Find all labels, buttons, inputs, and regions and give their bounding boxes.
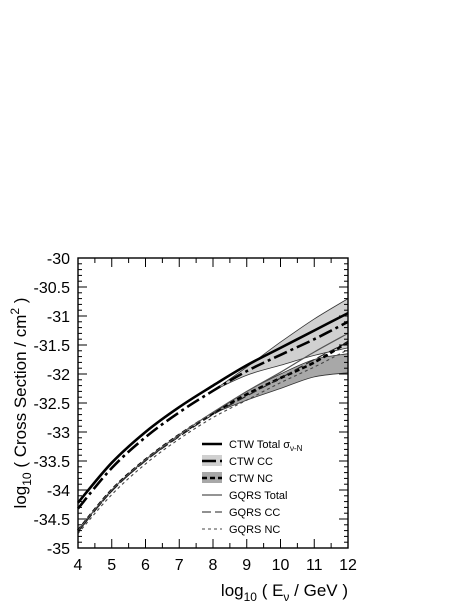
x-tick-label: 10 (272, 557, 290, 574)
y-tick-label: -30 (47, 251, 70, 268)
legend-item-gqrs-nc: GQRS NC (202, 524, 280, 536)
legend-label: GQRS CC (229, 507, 280, 519)
x-tick-label: 9 (242, 557, 251, 574)
y-tick-label: -31.5 (34, 338, 71, 355)
y-tick-label: -32.5 (34, 396, 71, 413)
x-tick-label: 5 (107, 557, 116, 574)
legend-item-ctw-nc: CTW NC (202, 472, 273, 485)
legend-label: CTW Total σν-N (229, 439, 303, 453)
legend-item-ctw-cc: CTW CC (202, 455, 273, 468)
y-tick-labels: -30 -30.5 -31 -31.5 -32 -32.5 -33 -33.5 -34 -34.5… (34, 251, 71, 558)
x-tick-labels: 4 5 6 7 8 9 10 11 12 (74, 557, 357, 574)
x-tick-label: 11 (306, 557, 323, 574)
series-line-ctw-cc (76, 320, 349, 510)
x-tick-label: 7 (175, 557, 184, 574)
chart-legend: CTW Total σν-N CTW CC CTW NC GQRS Total GQRS… (202, 439, 303, 536)
legend-label: CTW NC (229, 473, 273, 485)
y-tick-label: -33 (47, 425, 70, 442)
y-tick-label: -30.5 (34, 280, 71, 297)
axis-ticks (77, 257, 349, 549)
y-tick-label: -32 (47, 367, 70, 384)
plot-frame (77, 257, 349, 549)
series-line-ctw-total (77, 311, 349, 504)
legend-item-gqrs-cc: GQRS CC (202, 507, 280, 519)
x-tick-label: 8 (209, 557, 218, 574)
legend-label: CTW CC (229, 456, 273, 468)
y-axis-title: log10 ( Cross Section / cm2 ) (8, 298, 34, 509)
y-tick-label: -34.5 (34, 512, 71, 529)
y-tick-label: -35 (47, 541, 70, 558)
legend-item-ctw-total: CTW Total σν-N (202, 439, 303, 453)
x-tick-label: 12 (339, 557, 357, 574)
legend-item-gqrs-total: GQRS Total (202, 490, 288, 502)
series-lines (76, 311, 349, 534)
x-tick-label: 4 (74, 557, 83, 574)
legend-label: GQRS Total (229, 490, 288, 502)
y-tick-label: -33.5 (34, 454, 71, 471)
x-axis-title: log10 ( Eν / GeV ) (221, 581, 348, 604)
series-line-gqrs-cc (77, 341, 349, 533)
legend-label: GQRS NC (229, 524, 280, 536)
y-tick-label: -31 (47, 309, 70, 326)
x-tick-label: 6 (141, 557, 150, 574)
series-line-gqrs-total (77, 332, 349, 531)
y-tick-label: -34 (47, 483, 70, 500)
